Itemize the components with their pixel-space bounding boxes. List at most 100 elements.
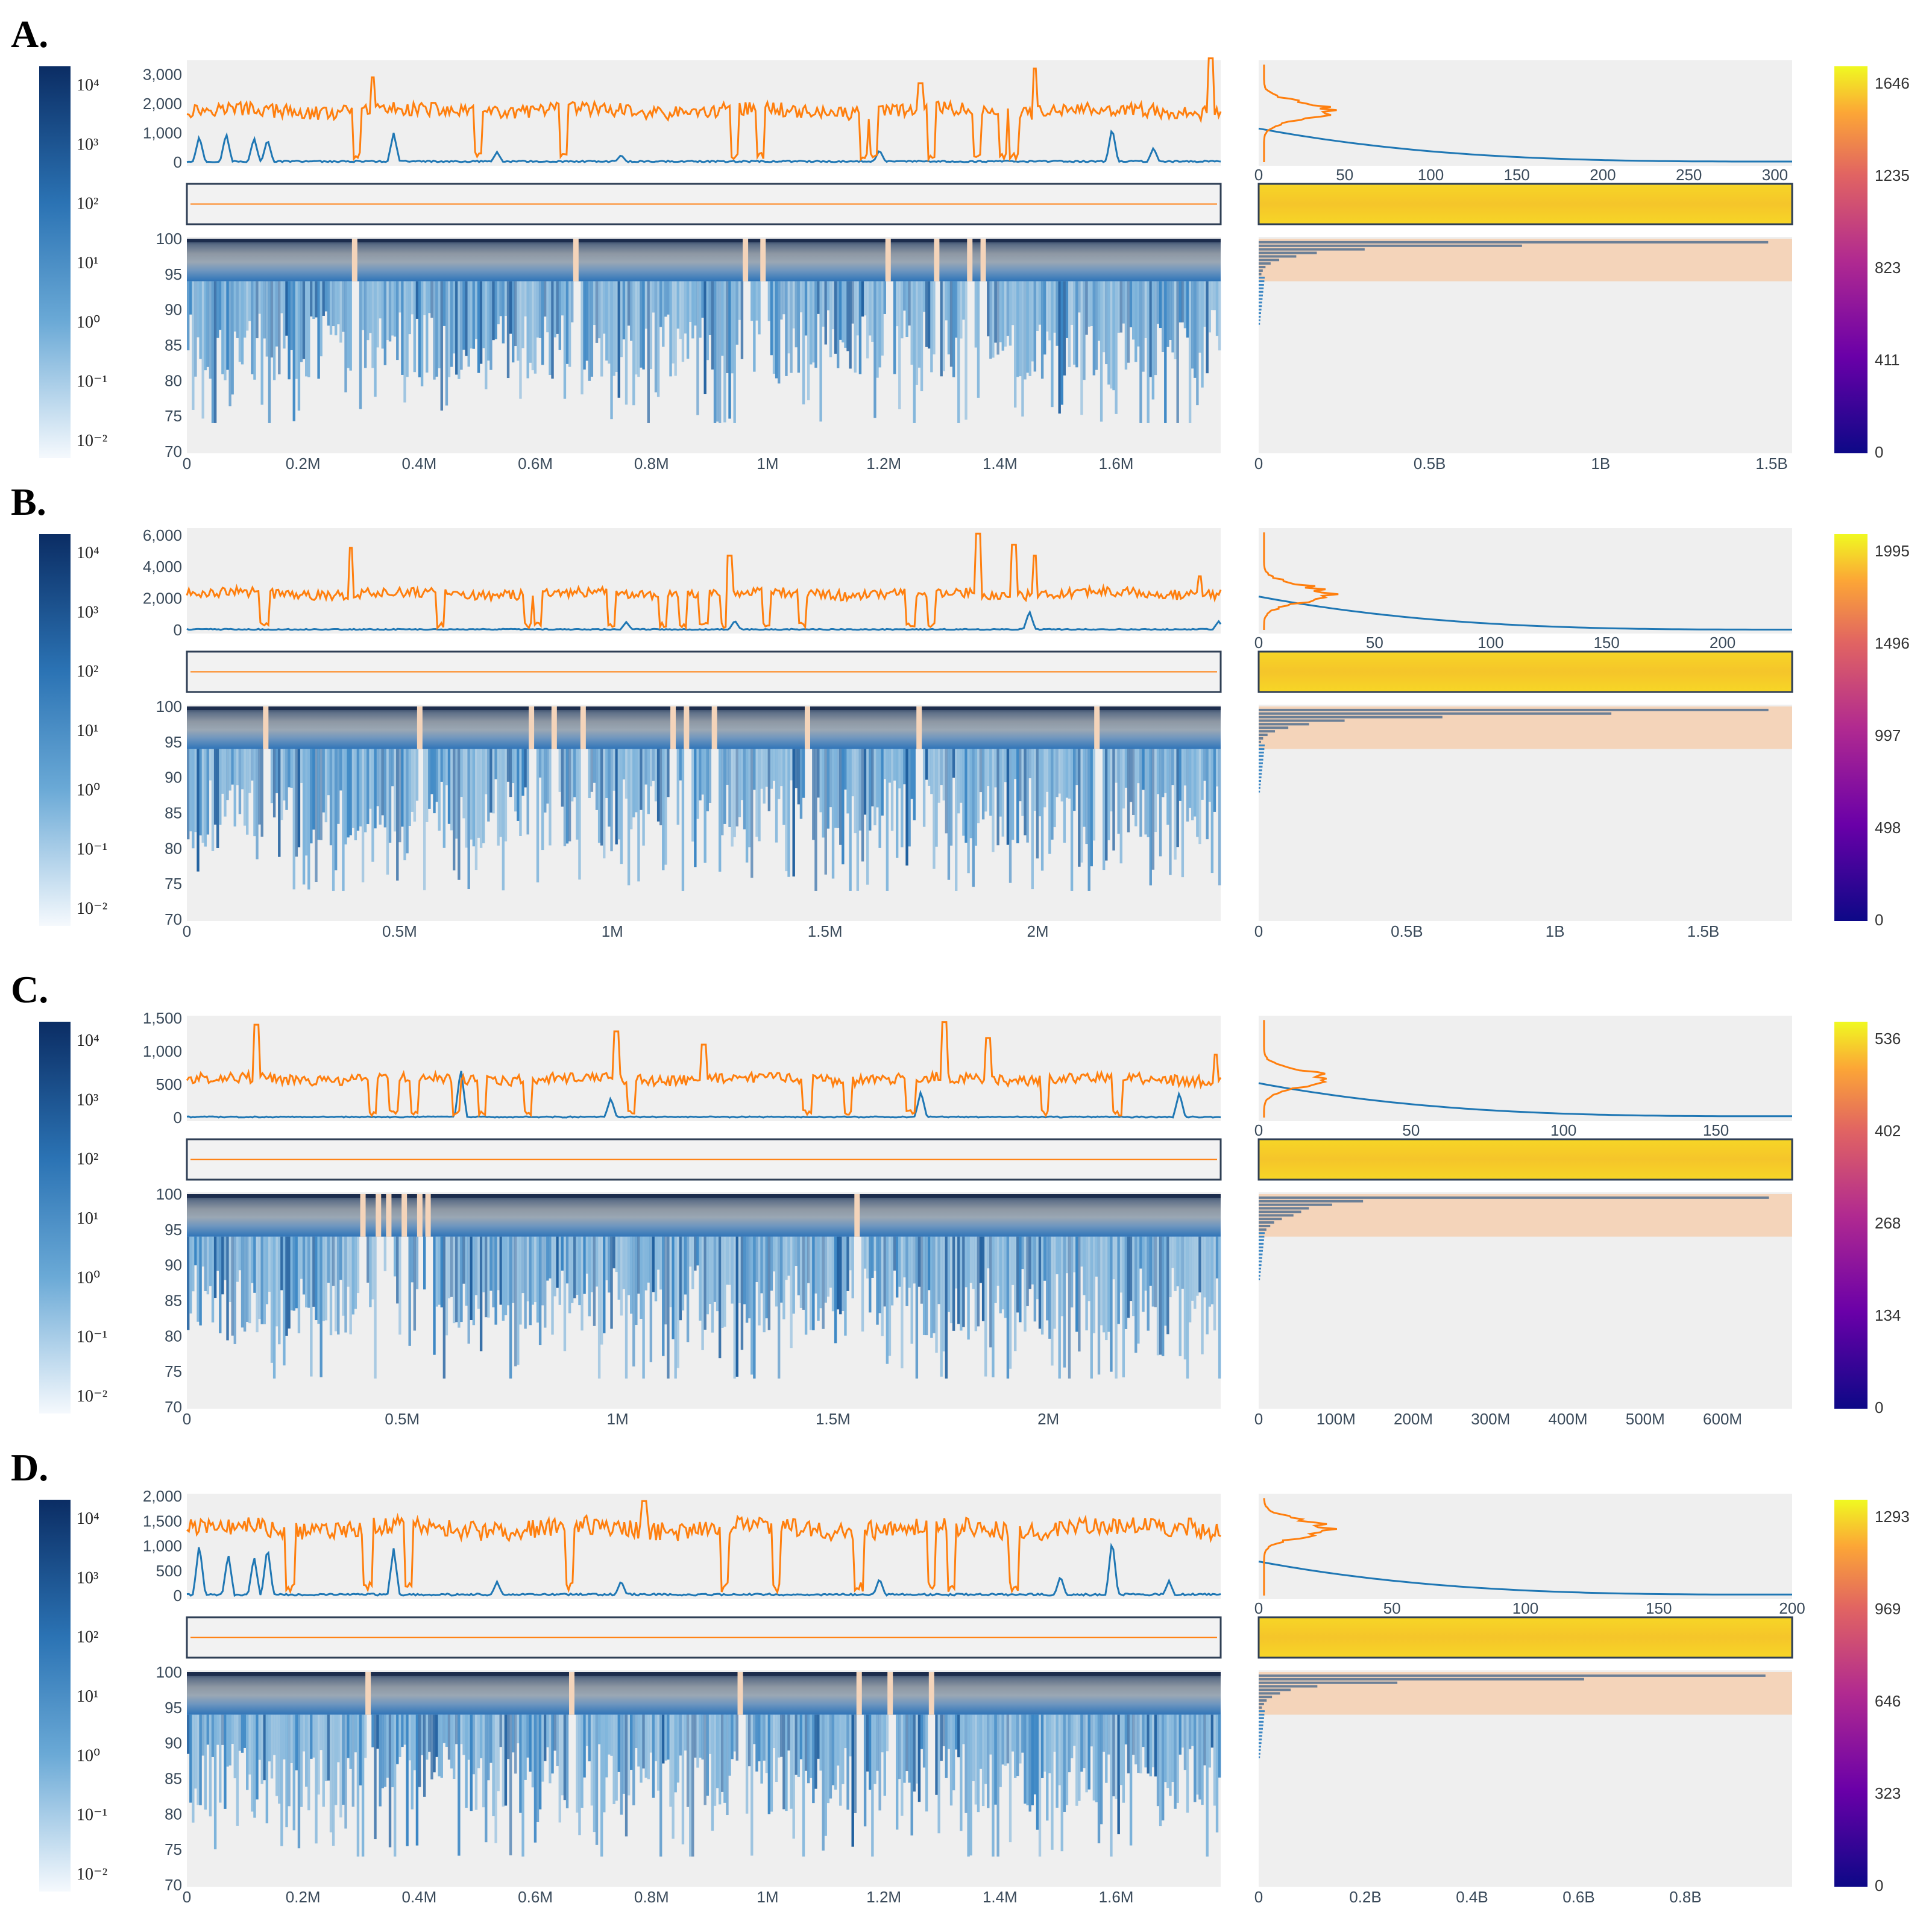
identity-y-tick: 100: [156, 230, 182, 248]
identity-heatmap-cell: [738, 749, 741, 817]
identity-heatmap-cell: [197, 1714, 200, 1805]
identity-gap-column: [670, 706, 676, 749]
identity-heatmap-cell: [504, 281, 508, 316]
identity-heatmap-cell: [556, 1236, 559, 1288]
identity-heatmap-cell: [1068, 749, 1071, 799]
identity-heatmap-cell: [367, 749, 370, 825]
identity-hist-bar: [1259, 262, 1271, 265]
identity-heatmap-cell: [920, 281, 924, 392]
identity-heatmap-cell: [458, 749, 461, 880]
identity-heatmap-cell: [359, 281, 362, 409]
identity-heatmap-cell: [583, 1714, 586, 1778]
identity-heatmap-cell: [1090, 281, 1093, 327]
identity-heatmap-cell: [292, 1714, 295, 1831]
identity-heatmap-cell: [903, 749, 906, 785]
identity-heatmap-cell: [1090, 1714, 1093, 1747]
identity-heatmap-cell: [969, 1714, 972, 1856]
identity-heatmap-cell: [898, 749, 901, 788]
identity-heatmap-cell: [999, 1714, 1002, 1787]
identity-heatmap-cell: [474, 1236, 478, 1295]
identity-heatmap-cell: [526, 749, 529, 835]
identity-heatmap-cell: [588, 1714, 591, 1761]
identity-heatmap-cell: [617, 1236, 620, 1300]
identity-heatmap-cell: [755, 749, 758, 837]
identity-heatmap-cell: [708, 749, 712, 803]
identity-heatmap-cell: [199, 281, 202, 359]
identity-heatmap-cell: [426, 1714, 429, 1760]
identity-heatmap-cell: [260, 1236, 263, 1324]
coverage-histogram-area: [1259, 528, 1792, 634]
identity-gap-column: [401, 1194, 407, 1237]
identity-heatmap-cell: [408, 1236, 411, 1346]
identity-heatmap-cell: [1107, 749, 1110, 840]
identity-hist-bar: [1259, 315, 1261, 318]
identity-heatmap-cell: [536, 1236, 540, 1323]
identity-heatmap-cell: [1194, 281, 1197, 378]
identity-heatmap-cell: [792, 281, 795, 329]
identity-heatmap-cell: [696, 1236, 699, 1266]
identity-heatmap-cell: [327, 281, 330, 326]
identity-hist-x-tick: 0.6B: [1562, 1888, 1595, 1906]
identity-heatmap-cell: [332, 1714, 335, 1846]
identity-gap-column: [967, 239, 973, 281]
identity-heatmap-cell: [869, 281, 872, 336]
identity-heatmap-cell: [630, 1714, 633, 1770]
identity-gap-column: [573, 239, 579, 281]
genome-x-tick: 1.2M: [866, 1888, 901, 1906]
identity-heatmap-cell: [1024, 281, 1027, 380]
identity-heatmap-cell: [342, 281, 345, 332]
identity-heatmap-cell: [236, 749, 239, 785]
identity-heatmap-cell: [1019, 749, 1022, 802]
identity-heatmap-cell: [290, 1714, 293, 1763]
identity-heatmap-cell: [810, 1236, 813, 1330]
identity-heatmap-cell: [335, 1236, 338, 1332]
identity-heatmap-cell: [460, 749, 463, 797]
identity-heatmap-cell: [662, 749, 665, 870]
identity-heatmap-cell: [1080, 1236, 1083, 1267]
identity-heatmap-cell: [224, 1236, 227, 1280]
identity-heatmap-cell: [733, 281, 736, 423]
identity-heatmap-cell: [861, 749, 864, 862]
identity-heatmap-cell: [1144, 281, 1147, 338]
identity-heatmap-cell: [189, 281, 192, 315]
identity-heatmap-cell: [1001, 1714, 1004, 1765]
identity-heatmap-cell: [608, 1236, 611, 1293]
identity-heatmap-cell: [335, 1714, 338, 1805]
coverage-hist-x-tick: 100: [1477, 634, 1503, 652]
identity-heatmap-cell: [524, 1714, 527, 1780]
coverage-hist-x-tick: 300: [1762, 166, 1788, 184]
identity-heatmap-cell: [960, 1714, 963, 1831]
identity-heatmap-cell: [467, 1236, 470, 1344]
left-colorbar-tick: 10⁰: [77, 781, 100, 799]
left-colorbar-tick: 10²: [77, 1628, 98, 1647]
identity-heatmap-cell: [509, 1714, 512, 1855]
identity-heatmap-cell: [479, 1714, 483, 1758]
identity-heatmap-cell: [1164, 1714, 1167, 1782]
identity-gap-column: [568, 1672, 574, 1715]
identity-heatmap-cell: [1174, 281, 1177, 360]
identity-heatmap-cell: [701, 1236, 704, 1350]
identity-heatmap-cell: [935, 749, 938, 847]
color-strip: [1257, 183, 1793, 225]
identity-heatmap-cell: [979, 1714, 983, 1769]
coverage-y-tick: 500: [156, 1562, 182, 1580]
identity-heatmap-cell: [354, 1714, 357, 1753]
identity-heatmap-cell: [1103, 749, 1106, 870]
identity-heatmap-cell: [824, 281, 827, 345]
identity-heatmap-cell: [209, 1236, 212, 1286]
identity-heatmap-cell: [1024, 749, 1027, 835]
identity-hist-x-tick: 0.5B: [1391, 922, 1423, 940]
identity-heatmap-cell: [1203, 281, 1206, 327]
identity-heatmap-cell: [371, 1714, 374, 1747]
identity-heatmap-cell: [278, 749, 281, 857]
identity-heatmap-cell: [920, 1714, 924, 1749]
identity-gap-column: [551, 706, 557, 749]
identity-heatmap-cell: [213, 749, 217, 825]
identity-heatmap-cell: [903, 1714, 906, 1783]
identity-heatmap-cell: [1169, 749, 1172, 875]
identity-heatmap-cell: [945, 1236, 948, 1379]
identity-heatmap-cell: [696, 749, 699, 819]
reads-distribution-line: [1258, 127, 1792, 163]
identity-heatmap-cell: [1058, 749, 1061, 794]
identity-heatmap-cell: [396, 1714, 399, 1764]
